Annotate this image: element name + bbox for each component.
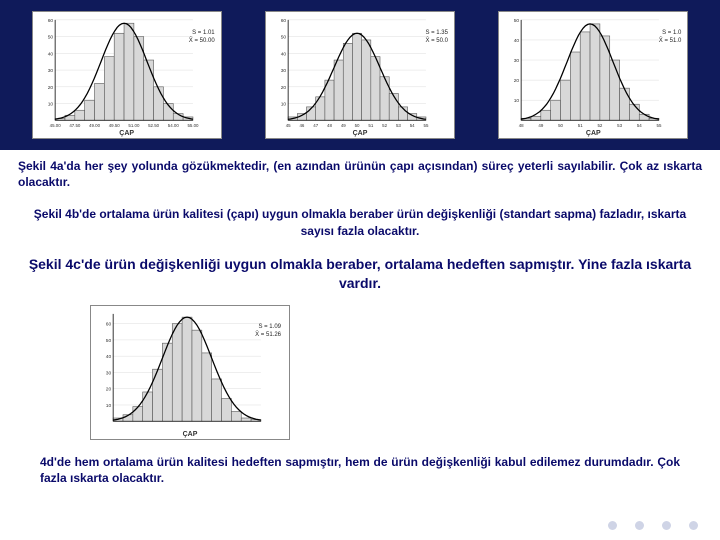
chart-c-xlabel: ÇAP [586, 130, 601, 137]
chart-a: 10 20 30 40 50 60 45.00 47.50 49.00 49.50 51.00 52.… [32, 11, 222, 139]
dot-icon [689, 521, 698, 530]
svg-text:52: 52 [598, 123, 603, 128]
svg-text:10: 10 [514, 98, 520, 104]
chart-d: 10 20 30 40 50 60 ÇAP S = 1.09 X̄ = 51.26 [90, 305, 290, 440]
svg-text:53: 53 [617, 123, 622, 128]
svg-text:51.00: 51.00 [128, 123, 140, 128]
svg-text:54.00: 54.00 [167, 123, 179, 128]
svg-text:55.00: 55.00 [187, 123, 199, 128]
chart-c: 10 20 30 40 50 48 49 50 51 52 53 54 55 ÇAP S = 1.0 X… [498, 11, 688, 139]
svg-text:47: 47 [313, 123, 318, 128]
svg-text:50: 50 [106, 337, 112, 343]
svg-text:40: 40 [514, 38, 520, 44]
svg-text:60: 60 [47, 18, 53, 24]
svg-text:20: 20 [281, 85, 287, 91]
svg-text:55: 55 [423, 123, 428, 128]
svg-text:49.00: 49.00 [89, 123, 101, 128]
svg-text:49: 49 [539, 123, 544, 128]
svg-text:40: 40 [106, 354, 112, 360]
svg-text:30: 30 [281, 68, 287, 74]
svg-text:45: 45 [286, 123, 291, 128]
chart-b: 10 20 30 40 50 60 45 46 47 48 49 50 51 52 53 54 55 ÇAP S… [265, 11, 455, 139]
svg-text:55: 55 [657, 123, 662, 128]
paragraph-2: Şekil 4b'de ortalama ürün kalitesi (çapı… [0, 198, 720, 246]
svg-text:50: 50 [355, 123, 360, 128]
chart-d-wrap: 10 20 30 40 50 60 ÇAP S = 1.09 X̄ = 51.26 [0, 301, 720, 444]
svg-text:51: 51 [368, 123, 373, 128]
svg-text:54: 54 [410, 123, 415, 128]
chart-d-stat1: S = 1.09 [258, 324, 281, 331]
svg-text:20: 20 [514, 78, 520, 84]
svg-text:45.00: 45.00 [49, 123, 61, 128]
chart-a-xlabel: ÇAP [119, 130, 134, 137]
svg-text:40: 40 [47, 51, 53, 57]
svg-text:46: 46 [299, 123, 304, 128]
chart-c-stat1: S = 1.0 [662, 30, 681, 37]
paragraph-3: Şekil 4c'de ürün değişkenliği uygun olma… [0, 247, 720, 301]
decorative-dots [608, 521, 698, 530]
chart-a-stat2: X̄ = 50.00 [189, 38, 215, 45]
svg-text:50: 50 [558, 123, 563, 128]
svg-text:30: 30 [47, 68, 53, 74]
dot-icon [635, 521, 644, 530]
svg-text:50: 50 [47, 35, 53, 41]
dot-icon [662, 521, 671, 530]
svg-text:48: 48 [519, 123, 524, 128]
svg-text:10: 10 [281, 102, 287, 108]
chart-c-svg: 10 20 30 40 50 48 49 50 51 52 53 54 55 [499, 12, 687, 138]
svg-text:20: 20 [47, 85, 53, 91]
svg-text:47.50: 47.50 [69, 123, 81, 128]
svg-text:53: 53 [396, 123, 401, 128]
svg-text:51: 51 [578, 123, 583, 128]
chart-d-xlabel: ÇAP [183, 431, 198, 438]
svg-text:52: 52 [382, 123, 387, 128]
svg-text:54: 54 [637, 123, 642, 128]
chart-b-stat2: X̄ = 50.0 [425, 38, 448, 45]
svg-text:30: 30 [514, 58, 520, 64]
svg-text:10: 10 [106, 402, 112, 408]
svg-text:30: 30 [106, 370, 112, 376]
svg-text:52.50: 52.50 [148, 123, 160, 128]
chart-b-stat1: S = 1.35 [425, 30, 448, 37]
chart-d-stat2: X̄ = 51.26 [255, 332, 281, 339]
chart-a-stat1: S = 1.01 [192, 30, 215, 37]
svg-text:49.50: 49.50 [108, 123, 120, 128]
chart-b-xlabel: ÇAP [353, 130, 368, 137]
paragraph-4: 4d'de hem ortalama ürün kalitesi hedefte… [0, 444, 720, 496]
dot-icon [608, 521, 617, 530]
svg-text:50: 50 [514, 18, 520, 24]
paragraph-1: Şekil 4a'da her şey yolunda gözükmektedi… [0, 150, 720, 198]
chart-c-stat2: X̄ = 51.0 [659, 38, 682, 45]
svg-text:50: 50 [281, 35, 287, 41]
svg-text:60: 60 [281, 18, 287, 24]
svg-text:40: 40 [281, 51, 287, 57]
svg-text:48: 48 [327, 123, 332, 128]
svg-text:49: 49 [341, 123, 346, 128]
svg-text:60: 60 [106, 321, 112, 327]
svg-text:10: 10 [47, 102, 53, 108]
svg-text:20: 20 [106, 386, 112, 392]
top-chart-band: 10 20 30 40 50 60 45.00 47.50 49.00 49.50 51.00 52.… [0, 0, 720, 150]
